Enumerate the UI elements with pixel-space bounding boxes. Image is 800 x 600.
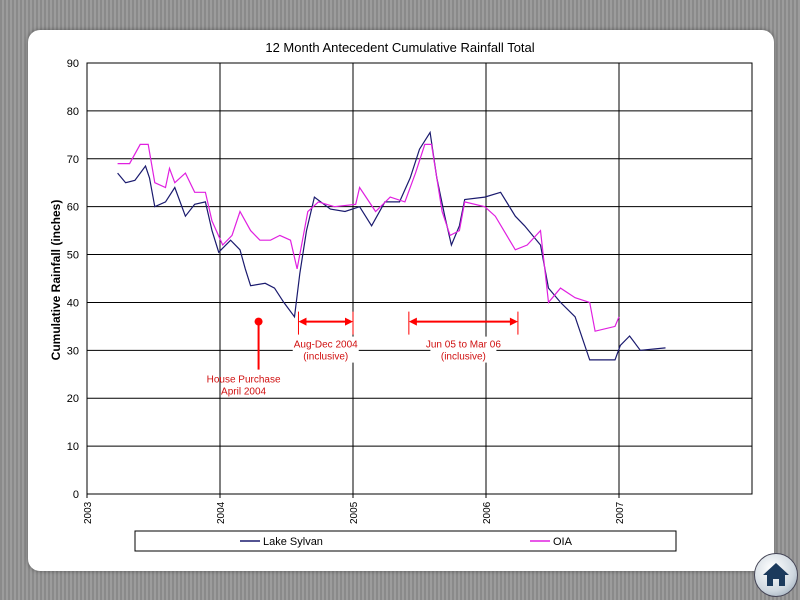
annotation-point xyxy=(254,317,263,326)
y-tick-label: 10 xyxy=(67,441,79,453)
annotation-label: (inclusive) xyxy=(303,352,348,363)
x-tick-label: 2006 xyxy=(482,501,493,524)
annotation-label: April 2004 xyxy=(221,387,266,398)
y-tick-label: 70 xyxy=(67,154,79,166)
annotation-label-bg xyxy=(430,336,497,363)
annotation-label: House Purchase xyxy=(207,375,281,386)
y-tick-label: 40 xyxy=(67,297,79,309)
legend-label: OIA xyxy=(553,536,573,548)
series-line-lake-sylvan xyxy=(117,130,666,361)
annotation-label: (inclusive) xyxy=(441,352,486,363)
y-axis-label: Cumulative Rainfall (inches) xyxy=(49,200,63,361)
plot-area xyxy=(86,62,753,495)
home-icon xyxy=(763,563,789,586)
annotation-label: Aug-Dec 2004 xyxy=(294,340,358,351)
legend-label: Lake Sylvan xyxy=(263,536,323,548)
x-tick-label: 2003 xyxy=(83,501,94,524)
annotation-label-bg xyxy=(292,336,359,363)
y-tick-label: 20 xyxy=(67,393,79,405)
y-tick-label: 80 xyxy=(67,106,79,118)
arrow-head-right xyxy=(509,317,518,326)
series-line-oia xyxy=(117,143,620,332)
x-tick-label: 2007 xyxy=(615,501,626,524)
arrow-head-right xyxy=(345,317,353,326)
y-tick-label: 50 xyxy=(67,250,79,262)
chart-title: 12 Month Antecedent Cumulative Rainfall … xyxy=(265,40,534,55)
arrow-head-left xyxy=(298,317,307,326)
home-button[interactable] xyxy=(754,553,798,597)
x-tick-label: 2005 xyxy=(349,501,360,524)
y-tick-label: 30 xyxy=(67,345,79,357)
y-tick-label: 90 xyxy=(67,58,79,70)
arrow-head-left xyxy=(408,317,417,326)
y-tick-label: 60 xyxy=(67,202,79,214)
x-tick-label: 2004 xyxy=(216,501,227,524)
annotation-label: Jun 05 to Mar 06 xyxy=(426,340,501,351)
legend-box xyxy=(134,530,677,552)
y-tick-label: 0 xyxy=(73,489,79,501)
